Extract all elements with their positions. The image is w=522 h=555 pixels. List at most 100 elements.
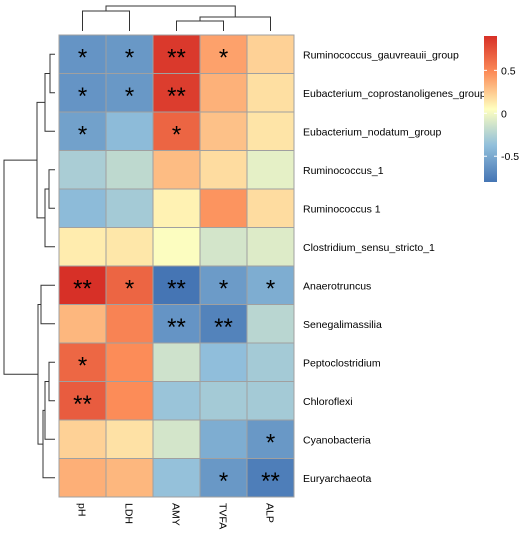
heatmap-cell: [152, 381, 201, 421]
legend-colorbar: [484, 36, 497, 182]
row-label: Senegalimassilia: [303, 319, 382, 331]
significance-star: *: [125, 83, 134, 110]
significance-star: *: [78, 121, 87, 148]
heatmap-cell: [152, 150, 201, 190]
row-label: Anaerotruncus: [303, 280, 371, 292]
heatmap-cell: [199, 419, 248, 459]
color-legend: 0.5 0 -0.5: [484, 36, 519, 182]
significance-star: **: [167, 275, 186, 302]
heatmap-cell: [58, 265, 107, 305]
significance-star: *: [219, 275, 228, 302]
heatmap-cell: [152, 73, 201, 113]
heatmap-cell: [199, 111, 248, 151]
heatmap-cell: [246, 188, 295, 228]
heatmap-cell: [105, 419, 154, 459]
heatmap-cell: [246, 304, 295, 344]
dendrogram-branch: [176, 20, 224, 31]
heatmap-cell: [246, 419, 295, 459]
heatmap-cell: [199, 188, 248, 228]
heatmap-cell: [105, 227, 154, 267]
heatmap-cell: [58, 342, 107, 382]
row-label: Eubacterium_nodatum_group: [303, 126, 442, 138]
row-label: Ruminococcus 1: [303, 203, 381, 215]
heatmap-cell: [246, 342, 295, 382]
legend-tick-label: 0: [501, 108, 507, 120]
dendrogram-branch: [44, 381, 55, 440]
significance-star: **: [73, 275, 92, 302]
heatmap-cell: [58, 150, 107, 190]
significance-star: *: [172, 121, 181, 148]
significance-star: **: [261, 468, 280, 495]
heatmap-cell: [152, 188, 201, 228]
heatmap-cell: [58, 34, 107, 74]
heatmap-cell: [246, 150, 295, 190]
row-label: Euryarchaeota: [303, 473, 371, 485]
heatmap-cell: [199, 458, 248, 498]
heatmap-cell: [199, 304, 248, 344]
heatmap-cell: [152, 111, 201, 151]
row-label: Chloroflexi: [303, 396, 353, 408]
heatmap-cell: [58, 381, 107, 421]
significance-star: *: [78, 352, 87, 379]
column-dendrogram: [82, 5, 271, 31]
heatmap-cell: [58, 419, 107, 459]
significance-star: *: [125, 275, 134, 302]
column-label: TVFA: [217, 503, 229, 529]
heatmap-cell: [246, 458, 295, 498]
significance-star: **: [73, 391, 92, 418]
dendrogram-branch: [199, 16, 271, 31]
dendrogram-branch: [37, 304, 43, 445]
heatmap-cell: [58, 458, 107, 498]
heatmap-cell: [246, 34, 295, 74]
heatmap-cell: [246, 381, 295, 421]
heatmap-cell: [152, 304, 201, 344]
significance-star: **: [167, 314, 186, 341]
heatmap-cell: [105, 34, 154, 74]
legend-tick-label: 0.5: [501, 65, 516, 77]
heatmap-cells: [58, 34, 295, 498]
significance-star: **: [167, 44, 186, 71]
row-dendrogram: [3, 53, 55, 479]
row-label: Ruminococcus_gauvreauii_group: [303, 49, 459, 61]
column-label: pH: [76, 503, 88, 516]
heatmap-cell: [58, 227, 107, 267]
heatmap-cell: [152, 419, 201, 459]
heatmap-cell: [58, 188, 107, 228]
heatmap-cell: [105, 304, 154, 344]
heatmap-cell: [199, 381, 248, 421]
heatmap-cell: [199, 150, 248, 190]
heatmap-cell: [105, 111, 154, 151]
dendrogram-branch: [40, 284, 55, 325]
heatmap-cell: [152, 227, 201, 267]
significance-star: *: [125, 44, 134, 71]
heatmap-cell: [105, 150, 154, 190]
significance-star: **: [214, 314, 233, 341]
column-label: ALP: [264, 503, 276, 523]
column-label: LDH: [123, 503, 135, 524]
heatmap-cell: [246, 111, 295, 151]
heatmap-cell: [152, 34, 201, 74]
heatmap-cell: [246, 227, 295, 267]
significance-star: *: [78, 44, 87, 71]
row-label: Cyanobacteria: [303, 434, 371, 446]
row-label: Clostridium_sensu_stricto_1: [303, 242, 435, 254]
significance-star: *: [78, 83, 87, 110]
dendrogram-branch: [82, 10, 130, 31]
heatmap-cell: [199, 73, 248, 113]
significance-star: **: [167, 83, 186, 110]
dendrogram-branch: [48, 361, 55, 402]
heatmap-cell: [152, 458, 201, 498]
dendrogram-branch: [49, 53, 55, 94]
row-label: Eubacterium_coprostanoligenes_group: [303, 88, 486, 100]
dendrogram-branch: [48, 169, 55, 209]
dendrogram-branch: [105, 5, 236, 17]
significance-star: *: [219, 44, 228, 71]
column-label: AMY: [170, 503, 182, 526]
row-label: Ruminococcus_1: [303, 165, 384, 177]
heatmap-cell: [199, 227, 248, 267]
significance-star: *: [266, 429, 275, 456]
significance-star: *: [266, 275, 275, 302]
heatmap-cell: [246, 73, 295, 113]
